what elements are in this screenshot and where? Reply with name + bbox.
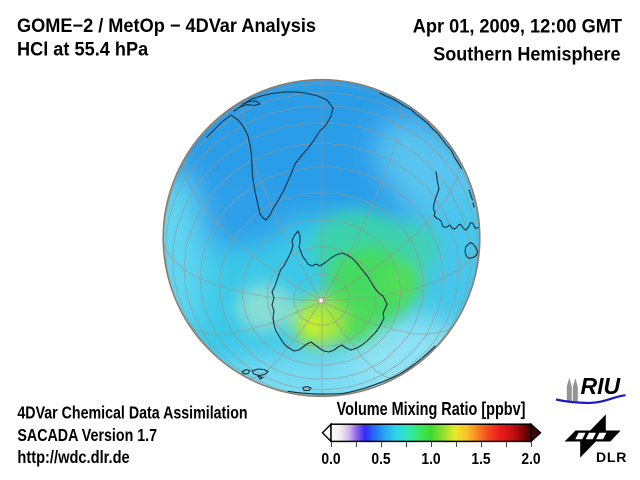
svg-text:http://wdc.dlr.de: http://wdc.dlr.de <box>17 448 129 468</box>
svg-text:SACADA Version 1.7: SACADA Version 1.7 <box>17 427 157 446</box>
svg-text:4DVar Chemical Data Assimilati: 4DVar Chemical Data Assimilation <box>17 404 247 423</box>
svg-text:Southern Hemisphere: Southern Hemisphere <box>433 43 620 65</box>
svg-text:0.5: 0.5 <box>371 451 390 468</box>
svg-text:GOME−2 / MetOp − 4DVar Analysi: GOME−2 / MetOp − 4DVar Analysis <box>17 15 316 36</box>
svg-text:Apr 01, 2009, 12:00 GMT: Apr 01, 2009, 12:00 GMT <box>413 15 623 36</box>
svg-text:Volume Mixing Ratio [ppbv]: Volume Mixing Ratio [ppbv] <box>337 398 526 419</box>
svg-text:HCl at 55.4 hPa: HCl at 55.4 hPa <box>17 38 149 59</box>
svg-text:0.0: 0.0 <box>321 451 340 468</box>
svg-text:RIU: RIU <box>581 373 622 399</box>
svg-text:1.5: 1.5 <box>471 451 490 468</box>
svg-text:1.0: 1.0 <box>421 451 440 468</box>
svg-text:2.0: 2.0 <box>521 451 540 468</box>
svg-text:DLR: DLR <box>596 449 627 465</box>
